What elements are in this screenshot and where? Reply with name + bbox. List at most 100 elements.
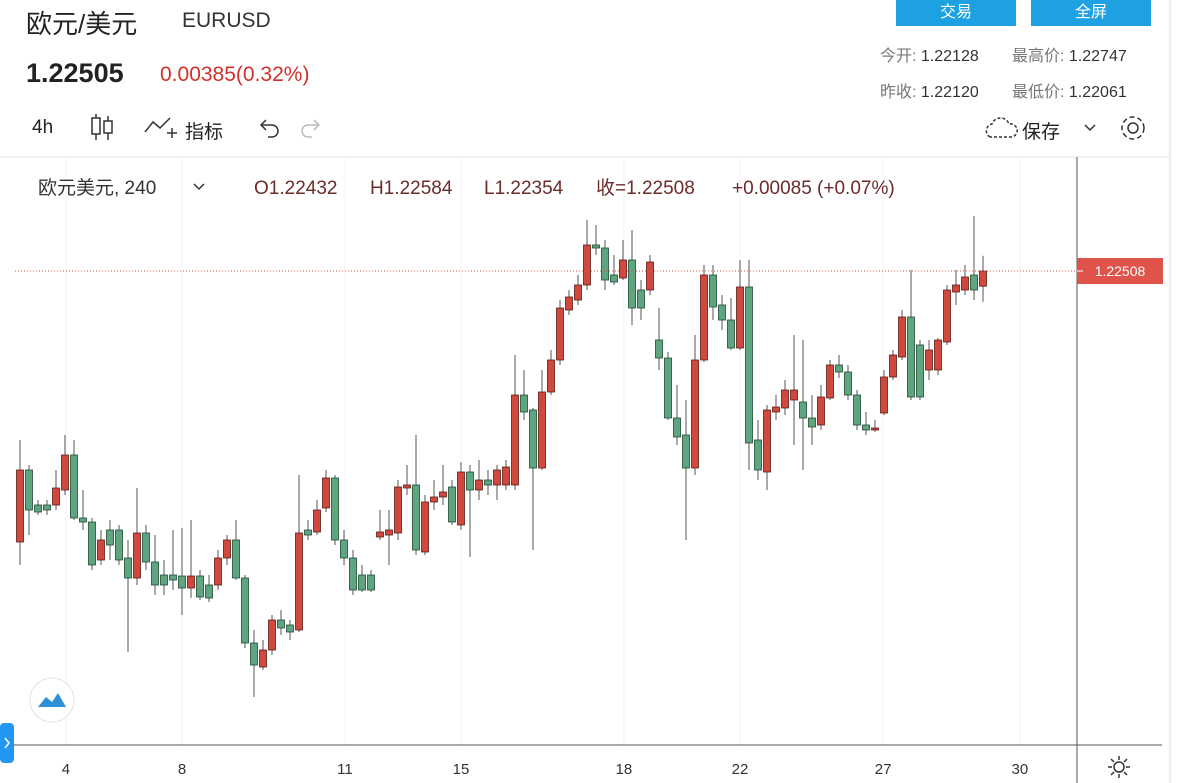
candle-body xyxy=(205,584,213,599)
candle-body xyxy=(565,296,573,311)
plot xyxy=(15,157,1077,745)
candle-body xyxy=(619,259,627,279)
candle-body xyxy=(664,357,672,419)
candle-body xyxy=(970,274,978,291)
candle-body xyxy=(844,371,852,396)
candle-body xyxy=(583,244,591,286)
trade-button[interactable]: 交易 xyxy=(896,0,1016,26)
candle-body xyxy=(601,247,609,281)
candle-body xyxy=(16,469,24,543)
candle-body xyxy=(835,364,843,373)
legend-change: +0.00085 (+0.07%) xyxy=(732,178,895,199)
x-tick-label: 11 xyxy=(337,761,353,778)
candle-body xyxy=(781,389,789,409)
candle-body xyxy=(223,539,231,559)
candle-body xyxy=(349,557,357,591)
candle-body xyxy=(646,261,654,291)
stat-label: 最高价: xyxy=(1012,48,1065,65)
indicators-button[interactable]: 指标 xyxy=(185,122,224,143)
candle-body xyxy=(259,649,267,668)
candle-body xyxy=(43,504,51,511)
candle-body xyxy=(682,434,690,469)
candle-body xyxy=(151,561,159,586)
candle-body xyxy=(70,454,78,519)
candle-body xyxy=(763,409,771,473)
candle-body xyxy=(790,389,798,401)
candle-body xyxy=(232,539,240,579)
legend: 欧元美元, 240 O1.22432 H1.22584 L1.22354 收=1… xyxy=(38,177,895,199)
candle-body xyxy=(430,496,438,503)
candle-body xyxy=(871,427,879,431)
candle-body xyxy=(25,469,33,511)
legend-low: L1.22354 xyxy=(484,178,564,199)
logo xyxy=(0,677,1130,778)
x-tick-label: 18 xyxy=(616,761,633,778)
candle-body xyxy=(268,619,276,651)
candle-body xyxy=(754,439,762,471)
candle-body xyxy=(898,316,906,358)
candle-body xyxy=(520,394,528,413)
x-tick-label: 30 xyxy=(1012,761,1029,778)
candle-body xyxy=(808,417,816,428)
legend-open: O1.22432 xyxy=(254,178,337,199)
candle-body xyxy=(817,396,825,426)
candle-body xyxy=(574,284,582,301)
candle-body xyxy=(475,479,483,491)
candle-body xyxy=(313,509,321,533)
interval-button[interactable]: 4h xyxy=(32,117,54,138)
candle-body xyxy=(52,487,60,506)
candle-body xyxy=(340,539,348,559)
candle-body xyxy=(250,642,258,666)
stat: 最低价: 1.22061 xyxy=(1012,78,1127,102)
candle-body xyxy=(673,417,681,438)
candle-body xyxy=(727,319,735,349)
candle-body xyxy=(448,486,456,523)
candle-body xyxy=(880,376,888,414)
pair-title: 欧元/美元 xyxy=(26,9,138,39)
candle-body xyxy=(736,286,744,349)
stat-value: 1.22061 xyxy=(1068,84,1127,101)
candle-body xyxy=(241,577,249,644)
candle-body xyxy=(772,406,780,413)
candle-body xyxy=(529,409,537,469)
candle-body xyxy=(691,359,699,469)
fullscreen-button[interactable]: 全屏 xyxy=(1031,0,1151,26)
candle-body xyxy=(709,274,717,308)
candle-body xyxy=(655,339,663,359)
candle-body xyxy=(115,529,123,561)
candle-body xyxy=(331,477,339,541)
candle-body xyxy=(79,517,87,523)
candle-body xyxy=(61,454,69,491)
candle-body xyxy=(466,471,474,491)
candle-body xyxy=(916,344,924,398)
stat-value: 1.22120 xyxy=(920,84,979,101)
save-button[interactable]: 保存 xyxy=(1022,122,1061,143)
candle-body xyxy=(628,259,636,309)
candle-body xyxy=(97,539,105,561)
candle-body xyxy=(511,394,519,486)
candle-body xyxy=(178,575,186,589)
x-tick-label: 15 xyxy=(453,761,470,778)
stat: 最高价: 1.22747 xyxy=(1012,42,1127,66)
candle-body xyxy=(169,574,177,581)
stat-value: 1.22128 xyxy=(920,48,979,65)
legend-close: 收=1.22508 xyxy=(596,177,695,199)
candle-body xyxy=(610,274,618,283)
candle-body xyxy=(961,276,969,291)
candle-body xyxy=(34,504,42,513)
candle-body xyxy=(142,532,150,563)
candle-body xyxy=(943,289,951,343)
candle-body xyxy=(421,501,429,553)
x-tick-label: 8 xyxy=(178,761,186,778)
candle-body xyxy=(439,491,447,498)
candle-body xyxy=(862,424,870,431)
candle-body xyxy=(214,557,222,586)
candle-body xyxy=(799,401,807,419)
candle-body xyxy=(385,529,393,536)
legend-name: 欧元美元, 240 xyxy=(38,177,156,199)
candle-body xyxy=(196,575,204,598)
candle-body xyxy=(277,619,285,629)
symbol: EURUSD xyxy=(182,9,271,32)
stat-value: 1.22747 xyxy=(1068,48,1127,65)
candle-body xyxy=(286,624,294,633)
